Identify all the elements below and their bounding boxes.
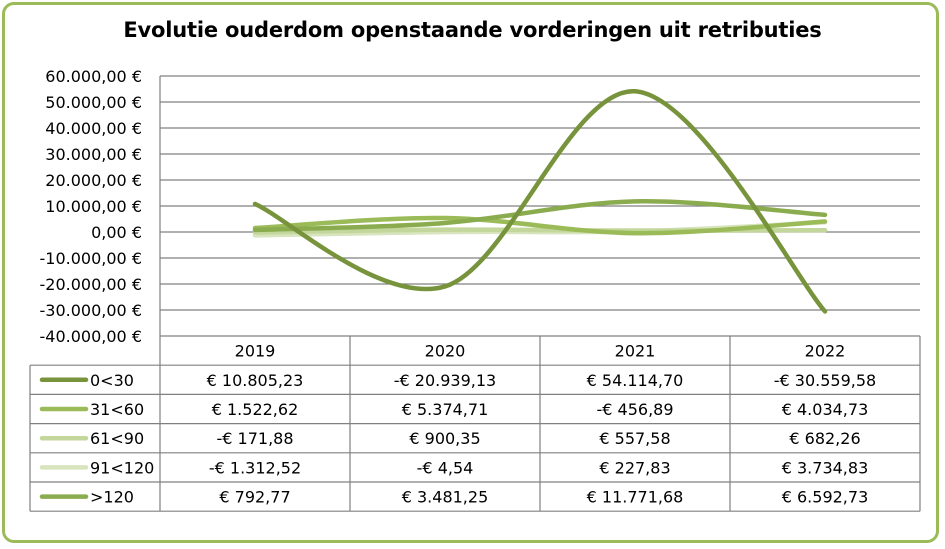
x-category-label: 2019	[235, 342, 276, 361]
series-line-1	[252, 89, 828, 314]
data-label: € 4.034,73	[782, 400, 869, 419]
data-label: -€ 1.312,52	[209, 458, 301, 477]
data-label: € 682,26	[789, 429, 860, 448]
legend-label: 61<90	[90, 429, 144, 448]
y-tick-label: 20.000,00 €	[45, 171, 142, 190]
chart-title: Evolutie ouderdom openstaande vorderinge…	[123, 18, 822, 42]
x-category-label: 2020	[425, 342, 466, 361]
series-line-2	[252, 215, 828, 236]
data-label: € 792,77	[219, 488, 290, 507]
data-label: € 227,83	[599, 458, 670, 477]
data-label: € 1.522,62	[212, 400, 299, 419]
legend-label: 0<30	[90, 371, 134, 390]
legend-label: 31<60	[90, 400, 144, 419]
data-label: € 3.734,83	[782, 458, 869, 477]
y-tick-label: 30.000,00 €	[45, 145, 142, 164]
data-label: -€ 30.559,58	[774, 371, 876, 390]
data-label: € 900,35	[409, 429, 480, 448]
y-tick-label: -10.000,00 €	[40, 249, 142, 268]
x-category-label: 2021	[615, 342, 656, 361]
legend-label: >120	[90, 488, 134, 507]
y-tick-label: 40.000,00 €	[45, 119, 142, 138]
data-label: -€ 20.939,13	[394, 371, 496, 390]
y-tick-label: -20.000,00 €	[40, 275, 142, 294]
data-label: € 557,58	[599, 429, 670, 448]
data-label: € 10.805,23	[207, 371, 304, 390]
data-label: € 54.114,70	[587, 371, 684, 390]
series-line-5	[252, 199, 828, 233]
y-tick-label: 60.000,00 €	[45, 67, 142, 86]
y-tick-label: 10.000,00 €	[45, 197, 142, 216]
y-tick-label: -30.000,00 €	[40, 301, 142, 320]
legend-label: 91<120	[90, 458, 154, 477]
data-label: -€ 171,88	[216, 429, 293, 448]
data-label: € 6.592,73	[782, 488, 869, 507]
data-label: € 11.771,68	[587, 488, 684, 507]
y-tick-label: 50.000,00 €	[45, 93, 142, 112]
y-tick-label: -40.000,00 €	[40, 327, 142, 346]
data-label: -€ 456,89	[596, 400, 673, 419]
data-label: € 5.374,71	[402, 400, 489, 419]
x-category-label: 2022	[805, 342, 846, 361]
y-tick-label: 0,00 €	[91, 223, 142, 242]
data-label: € 3.481,25	[402, 488, 489, 507]
data-label: -€ 4,54	[417, 458, 474, 477]
